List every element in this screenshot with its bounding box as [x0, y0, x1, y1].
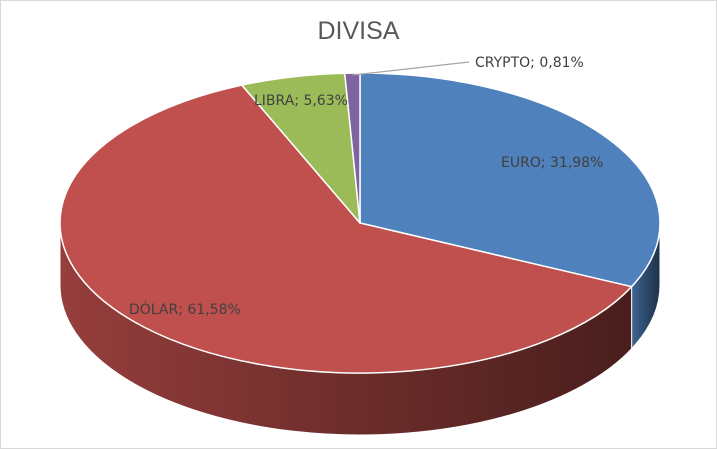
leader-line-crypto [352, 61, 470, 76]
data-label-libra: LIBRA; 5,63% [254, 93, 348, 109]
chart-title: DIVISA [317, 17, 400, 45]
pie-slice-dólar [59, 84, 633, 374]
data-label-euro: EURO; 31,98% [501, 155, 603, 171]
data-label-dólar: DÓLAR; 61,58% [129, 300, 241, 318]
pie-slice-euro [359, 72, 661, 288]
pie-slice-crypto [343, 72, 361, 224]
data-label-crypto: CRYPTO; 0,81% [475, 55, 584, 71]
